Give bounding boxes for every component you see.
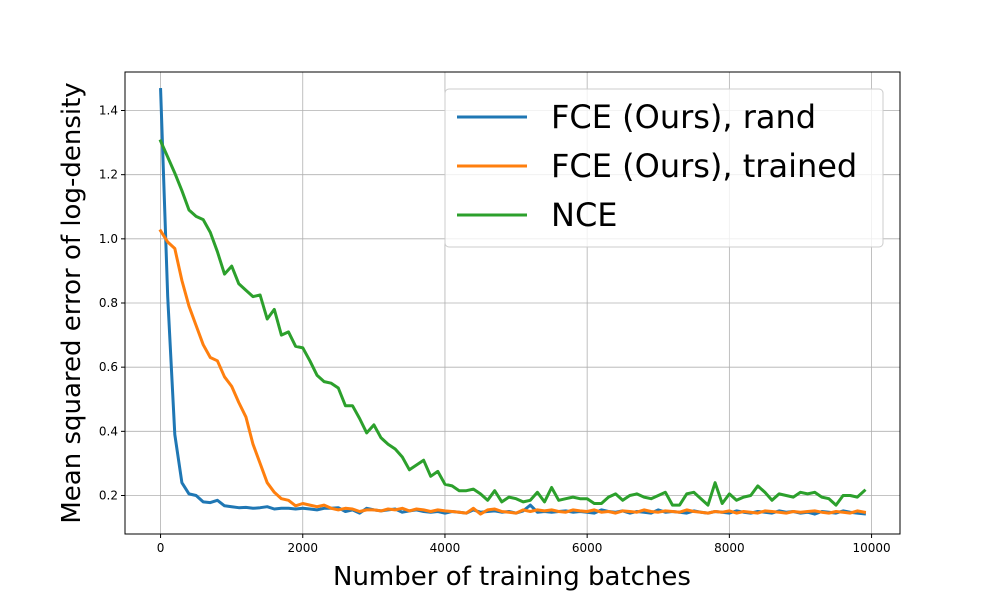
x-tick-label: 2000 xyxy=(287,541,318,555)
series-line-1 xyxy=(158,228,867,516)
legend-label-0: FCE (Ours), rand xyxy=(551,98,816,136)
x-tick-label: 10000 xyxy=(852,541,890,555)
legend-box xyxy=(444,88,884,248)
y-tick-label: 1.0 xyxy=(99,232,118,246)
series-line-2 xyxy=(158,139,867,507)
x-tick-label: 6000 xyxy=(572,541,603,555)
legend: FCE (Ours), rand FCE (Ours), trained NCE xyxy=(444,88,884,248)
legend-label-1: FCE (Ours), trained xyxy=(551,147,857,185)
y-tick-label: 1.2 xyxy=(99,168,118,182)
y-tick-label: 0.4 xyxy=(99,424,118,438)
y-axis-ticks: 0.2 0.4 0.6 0.8 1.0 1.2 1.4 xyxy=(99,104,125,503)
x-tick-label: 8000 xyxy=(714,541,745,555)
series-layer xyxy=(158,88,867,516)
x-axis-ticks: 0 2000 4000 6000 8000 10000 xyxy=(157,534,891,555)
legend-label-2: NCE xyxy=(551,196,618,234)
y-tick-label: 0.2 xyxy=(99,489,118,503)
x-tick-label: 0 xyxy=(157,541,165,555)
y-tick-label: 0.8 xyxy=(99,296,118,310)
x-tick-label: 4000 xyxy=(430,541,461,555)
x-axis-label: Number of training batches xyxy=(333,562,691,592)
y-axis-label: Mean squared error of log-density xyxy=(57,82,87,523)
y-tick-label: 1.4 xyxy=(99,104,118,118)
y-tick-label: 0.6 xyxy=(99,360,118,374)
